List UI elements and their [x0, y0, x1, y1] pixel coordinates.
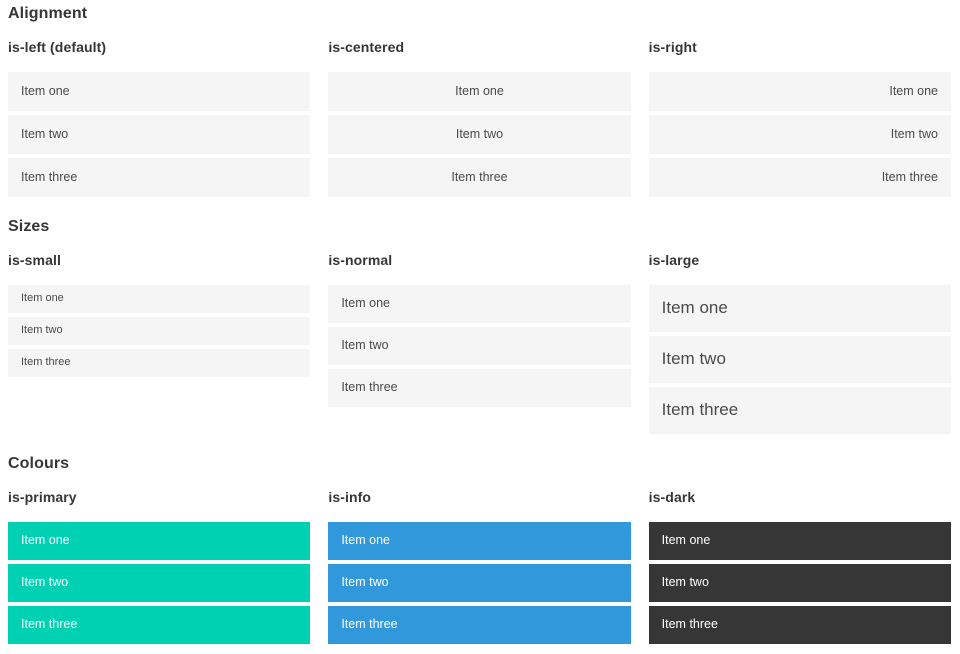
list: Item one Item two Item three [8, 284, 311, 377]
list: Item one Item two Item three [648, 521, 951, 644]
list-item[interactable]: Item one [8, 521, 311, 560]
section-title: Sizes [8, 217, 50, 235]
group-label: is-left (default) [8, 39, 107, 56]
group-is-dark: is-dark Item one Item two Item three [648, 489, 951, 644]
group-label: is-small [8, 252, 61, 269]
group-label: is-centered [328, 39, 405, 56]
list-item[interactable]: Item one [328, 521, 631, 560]
colours-groups: is-primary Item one Item two Item three … [8, 489, 951, 644]
list-item[interactable]: Item three [8, 348, 311, 377]
group-is-centered: is-centered Item one Item two Item three [328, 39, 631, 197]
list-item[interactable]: Item two [328, 563, 631, 602]
list-item[interactable]: Item one [8, 71, 311, 111]
list-item[interactable]: Item two [648, 114, 951, 154]
list-item[interactable]: Item two [648, 563, 951, 602]
list-item[interactable]: Item three [648, 386, 951, 434]
group-label: is-normal [328, 252, 393, 269]
list-item[interactable]: Item one [648, 521, 951, 560]
list-item[interactable]: Item one [648, 71, 951, 111]
list: Item one Item two Item three [328, 71, 631, 197]
group-label: is-large [648, 252, 700, 269]
list-item[interactable]: Item two [328, 326, 631, 365]
list: Item one Item two Item three [648, 71, 951, 197]
section-colours: Colours is-primary Item one Item two Ite… [8, 454, 951, 644]
group-is-primary: is-primary Item one Item two Item three [8, 489, 311, 644]
list-item[interactable]: Item one [648, 284, 951, 332]
section-alignment: Alignment is-left (default) Item one Ite… [8, 4, 951, 197]
group-is-small: is-small Item one Item two Item three [8, 252, 311, 434]
list-item[interactable]: Item two [328, 114, 631, 154]
group-label: is-info [328, 489, 372, 506]
list: Item one Item two Item three [328, 521, 631, 644]
group-is-normal: is-normal Item one Item two Item three [328, 252, 631, 434]
group-label: is-primary [8, 489, 77, 506]
group-label: is-right [648, 39, 697, 56]
list-item[interactable]: Item three [8, 157, 311, 197]
sizes-groups: is-small Item one Item two Item three is… [8, 252, 951, 434]
alignment-groups: is-left (default) Item one Item two Item… [8, 39, 951, 197]
list-item[interactable]: Item two [648, 335, 951, 383]
list-item[interactable]: Item one [8, 284, 311, 313]
group-label: is-dark [648, 489, 696, 506]
list-item[interactable]: Item three [328, 157, 631, 197]
section-sizes: Sizes is-small Item one Item two Item th… [8, 217, 951, 434]
list: Item one Item two Item three [8, 71, 311, 197]
list-item[interactable]: Item three [648, 605, 951, 644]
list-item[interactable]: Item two [8, 316, 311, 345]
list: Item one Item two Item three [328, 284, 631, 407]
group-is-right: is-right Item one Item two Item three [648, 39, 951, 197]
list-item[interactable]: Item three [328, 368, 631, 407]
section-title: Alignment [8, 5, 88, 22]
list-item[interactable]: Item two [8, 114, 311, 154]
list: Item one Item two Item three [648, 284, 951, 434]
list-item[interactable]: Item two [8, 563, 311, 602]
list-item[interactable]: Item three [8, 605, 311, 644]
list-item[interactable]: Item one [328, 284, 631, 323]
list-item[interactable]: Item one [328, 71, 631, 111]
list: Item one Item two Item three [8, 521, 311, 644]
group-is-info: is-info Item one Item two Item three [328, 489, 631, 644]
section-title: Colours [8, 454, 70, 472]
list-item[interactable]: Item three [648, 157, 951, 197]
list-item[interactable]: Item three [328, 605, 631, 644]
group-is-large: is-large Item one Item two Item three [648, 252, 951, 434]
group-is-left: is-left (default) Item one Item two Item… [8, 39, 311, 197]
